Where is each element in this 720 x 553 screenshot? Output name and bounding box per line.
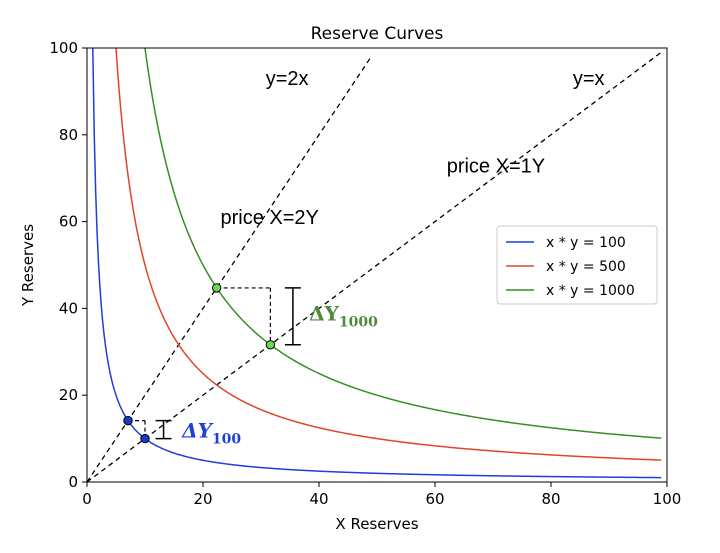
legend-label-k1000: x * y = 1000 bbox=[546, 283, 635, 299]
delta-100-bracket bbox=[155, 419, 172, 440]
x-tick-label: 80 bbox=[541, 490, 560, 508]
legend-label-k100: x * y = 100 bbox=[546, 235, 626, 251]
legend: x * y = 100 x * y = 500 x * y = 1000 bbox=[496, 225, 658, 305]
x-tick-label: 20 bbox=[193, 490, 212, 508]
x-tick-label: 40 bbox=[309, 490, 328, 508]
legend-label-k500: x * y = 500 bbox=[546, 259, 626, 275]
plot-content: y=2x y=x price X=2Y price X=1Y ΔY100 ΔY1000 bbox=[87, 48, 662, 482]
marker-point-1 bbox=[123, 415, 133, 426]
y-tick-label: 40 bbox=[59, 299, 78, 317]
x-tick-label: 0 bbox=[82, 490, 92, 508]
y-tick-label: 100 bbox=[49, 39, 78, 57]
plot-area: y=2x y=x price X=2Y price X=1Y ΔY100 ΔY1000 bbox=[87, 48, 662, 482]
legend-box bbox=[496, 225, 658, 305]
x-axis-label: X Reserves bbox=[335, 515, 418, 533]
marker-point-2 bbox=[140, 433, 150, 444]
reference-line-y-2x bbox=[87, 56, 372, 482]
series-line-k500 bbox=[115, 48, 662, 461]
plot-frame bbox=[86, 47, 668, 483]
x-tick-label: 100 bbox=[653, 490, 682, 508]
label-delta-y-1000: ΔY1000 bbox=[309, 302, 378, 331]
delta-1000-bracket bbox=[284, 287, 301, 346]
y-tick-label: 20 bbox=[59, 386, 78, 404]
y-tick-label: 0 bbox=[68, 473, 78, 491]
label-delta-y-100: ΔY100 bbox=[181, 419, 241, 448]
axes: 0 20 40 60 80 100 0 20 40 60 80 100 bbox=[49, 39, 681, 508]
series-line-k1000 bbox=[144, 48, 662, 439]
chart-title: Reserve Curves bbox=[311, 24, 444, 44]
label-y-x: y=x bbox=[573, 68, 605, 90]
reference-line-y-x bbox=[87, 51, 662, 482]
series-line-k100 bbox=[92, 48, 662, 479]
label-price-x-2y: price X=2Y bbox=[221, 207, 319, 229]
y-axis-label: Y Reserves bbox=[19, 224, 37, 307]
label-y-2x: y=2x bbox=[266, 68, 309, 90]
y-tick-label: 80 bbox=[59, 126, 78, 144]
marker-point-4 bbox=[265, 340, 276, 350]
marker-point-3 bbox=[211, 283, 222, 293]
y-tick-label: 60 bbox=[59, 213, 78, 231]
label-price-x-1y: price X=1Y bbox=[447, 156, 545, 178]
x-tick-label: 60 bbox=[425, 490, 444, 508]
